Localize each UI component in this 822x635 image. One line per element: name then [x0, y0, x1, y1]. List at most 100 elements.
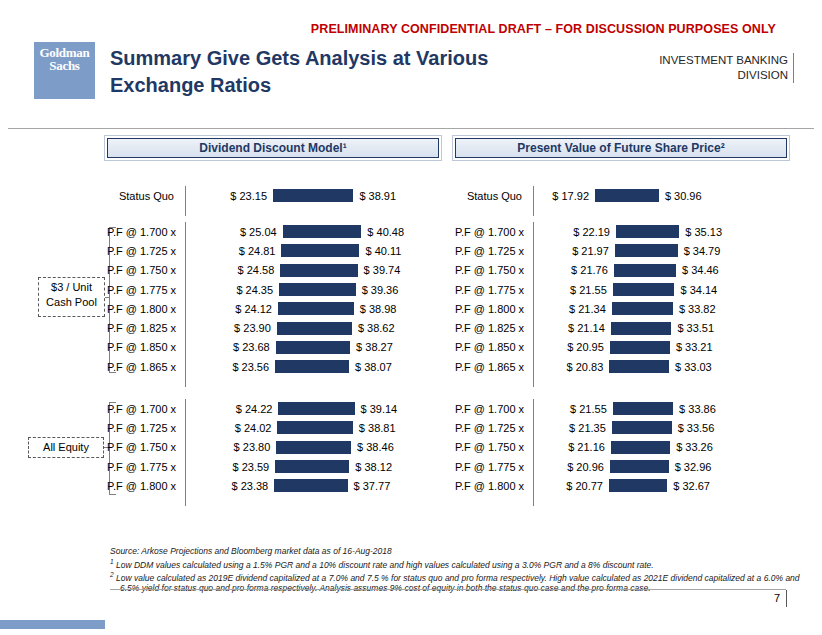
- range-bar: [609, 479, 667, 492]
- spacer-area: [533, 495, 787, 506]
- division-line1: INVESTMENT BANKING: [600, 53, 788, 68]
- page-number: 7: [750, 592, 780, 604]
- range-bar-row: P.F @ 1.725 x$ 21.35$ 33.56: [455, 418, 787, 437]
- row-label: P.F @ 1.775 x: [455, 284, 533, 296]
- bar-strip: $ 24.22$ 39.14: [228, 402, 397, 415]
- spacer-area: [533, 376, 787, 387]
- range-bar-row: P.F @ 1.850 x$ 23.68$ 38.27: [107, 338, 439, 357]
- division-line2: DIVISION: [600, 68, 788, 83]
- row-label: P.F @ 1.700 x: [107, 403, 185, 415]
- range-bar-row: Status Quo$ 23.15$ 38.91: [107, 186, 439, 205]
- row-label: P.F @ 1.775 x: [107, 461, 185, 473]
- cash-pool-section: P.F @ 1.700 x$ 25.04$ 40.48P.F @ 1.725 x…: [107, 222, 439, 387]
- range-bar: [613, 402, 673, 415]
- divider-extension: [455, 205, 787, 216]
- bar-strip: $ 20.83$ 33.03: [559, 360, 711, 373]
- high-value: $ 38.91: [359, 190, 396, 202]
- all-equity-section: P.F @ 1.700 x$ 24.22$ 39.14P.F @ 1.725 x…: [107, 399, 439, 506]
- bar-strip: $ 25.04 $ 40.48: [233, 225, 404, 238]
- range-bar-row: P.F @ 1.800 x$ 24.12$ 38.98: [107, 299, 439, 318]
- row-label: P.F @ 1.800 x: [107, 303, 185, 315]
- high-value: $ 33.51: [677, 322, 714, 334]
- high-value: $ 40.11: [365, 245, 401, 257]
- low-value: $ 20.77: [559, 480, 603, 492]
- low-value: $ 24.02: [227, 422, 271, 434]
- bar-strip: $ 22.19 $ 35.13: [566, 225, 722, 238]
- range-bar-row: P.F @ 1.700 x $ 24.22$ 39.14: [107, 399, 439, 418]
- high-value: $ 33.21: [676, 341, 713, 353]
- footer-divider: [110, 589, 786, 590]
- bar-strip: $ 21.55$ 33.86: [563, 402, 716, 415]
- bar-strip: $ 24.35$ 39.36: [229, 283, 398, 296]
- bar-strip: $ 23.38$ 37.77: [224, 479, 390, 492]
- panel-header-pv: Present Value of Future Share Price²: [455, 138, 787, 158]
- bar-area: $ 22.19 $ 35.13: [533, 222, 787, 241]
- low-value: $ 23.38: [224, 480, 268, 492]
- high-value: $ 38.62: [358, 322, 395, 334]
- low-value: $ 24.81: [231, 245, 275, 257]
- header-divider: [8, 128, 814, 129]
- range-bar: [609, 360, 669, 373]
- bar-area: $ 17.92$ 30.96: [533, 186, 787, 205]
- bar-strip: $ 24.58$ 39.74: [230, 264, 400, 277]
- low-value: $ 23.56: [225, 361, 269, 373]
- range-bar: [276, 441, 351, 454]
- logo-text-line2: Sachs: [34, 59, 95, 72]
- range-bar: [277, 322, 352, 335]
- bar-area: $ 21.34$ 33.82: [533, 299, 787, 318]
- bar-strip: $ 21.35$ 33.56: [562, 421, 715, 434]
- bar-area: $ 24.81 $ 40.11: [185, 241, 439, 260]
- high-value: $ 33.26: [676, 441, 713, 453]
- row-label: P.F @ 1.865 x: [107, 361, 185, 373]
- range-bar: [611, 441, 670, 454]
- status-quo-section: Status Quo$ 23.15$ 38.91: [107, 186, 439, 216]
- row-label: P.F @ 1.750 x: [455, 264, 533, 276]
- range-bar-row: P.F @ 1.775 x $ 24.35$ 39.36: [107, 280, 439, 299]
- high-value: $ 40.48: [367, 226, 404, 238]
- high-value: $ 33.03: [675, 361, 712, 373]
- range-bar-row: P.F @ 1.750 x$ 21.76$ 34.46: [455, 261, 787, 280]
- footnote-2: 2 Low value calculated as 2019E dividend…: [110, 570, 810, 594]
- row-label: P.F @ 1.775 x: [107, 284, 185, 296]
- low-value: $ 25.04: [233, 226, 277, 238]
- high-value: $ 33.56: [678, 422, 715, 434]
- low-value: $ 22.19: [566, 226, 610, 238]
- low-value: $ 23.68: [226, 341, 270, 353]
- bar-area: $ 24.58$ 39.74: [185, 261, 439, 280]
- row-label: P.F @ 1.850 x: [455, 341, 533, 353]
- divider-extension: [107, 205, 439, 216]
- range-bar-row: P.F @ 1.865 x $ 23.56$ 38.07: [107, 357, 439, 376]
- high-value: $ 35.13: [685, 226, 722, 238]
- bar-strip: $ 23.68$ 38.27: [226, 341, 393, 354]
- range-bar-row: P.F @ 1.775 x$ 23.59$ 38.12: [107, 457, 439, 476]
- bar-strip: $ 17.92$ 30.96: [545, 189, 702, 202]
- low-value: $ 20.96: [560, 461, 604, 473]
- spacer-area: [185, 205, 439, 216]
- footnote-1-mark: 1: [110, 558, 114, 565]
- bar-strip: $ 23.56$ 38.07: [225, 360, 392, 373]
- cash-pool-section: P.F @ 1.700 x$ 22.19$ 35.13P.F @ 1.725 x…: [455, 222, 787, 387]
- divider-extension: [455, 376, 787, 387]
- range-bar-row: P.F @ 1.700 x$ 21.55$ 33.86: [455, 399, 787, 418]
- range-bar: [275, 460, 349, 473]
- all-equity-section: P.F @ 1.700 x$ 21.55$ 33.86P.F @ 1.725 x…: [455, 399, 787, 506]
- bar-strip: $ 21.14 $ 33.51: [561, 322, 714, 335]
- bar-area: $ 24.12$ 38.98: [185, 299, 439, 318]
- bar-area: $ 21.14 $ 33.51: [533, 318, 787, 337]
- range-bar: [277, 421, 352, 434]
- range-bar-row: P.F @ 1.825 x$ 21.14$ 33.51: [455, 318, 787, 337]
- range-bar-row: P.F @ 1.800 x$ 20.77$ 32.67: [455, 476, 787, 495]
- bar-area: $ 20.96$ 32.96: [533, 457, 787, 476]
- group-box-all-equity: All Equity: [28, 437, 104, 458]
- low-value: $ 21.34: [562, 303, 606, 315]
- low-value: $ 21.55: [563, 284, 607, 296]
- footnote-1: 1 Low DDM values calculated using a 1.5%…: [110, 557, 810, 570]
- low-value: $ 21.16: [561, 441, 605, 453]
- row-label: P.F @ 1.725 x: [107, 245, 185, 257]
- bar-strip: $ 20.95$ 33.21: [560, 341, 713, 354]
- low-value: $ 21.14: [561, 322, 605, 334]
- bar-strip: $ 21.34$ 33.82: [562, 302, 716, 315]
- division-label: INVESTMENT BANKING DIVISION: [600, 53, 788, 83]
- group-box-cash-pool-line1: $3 / Unit: [39, 280, 104, 295]
- row-label: P.F @ 1.775 x: [455, 461, 533, 473]
